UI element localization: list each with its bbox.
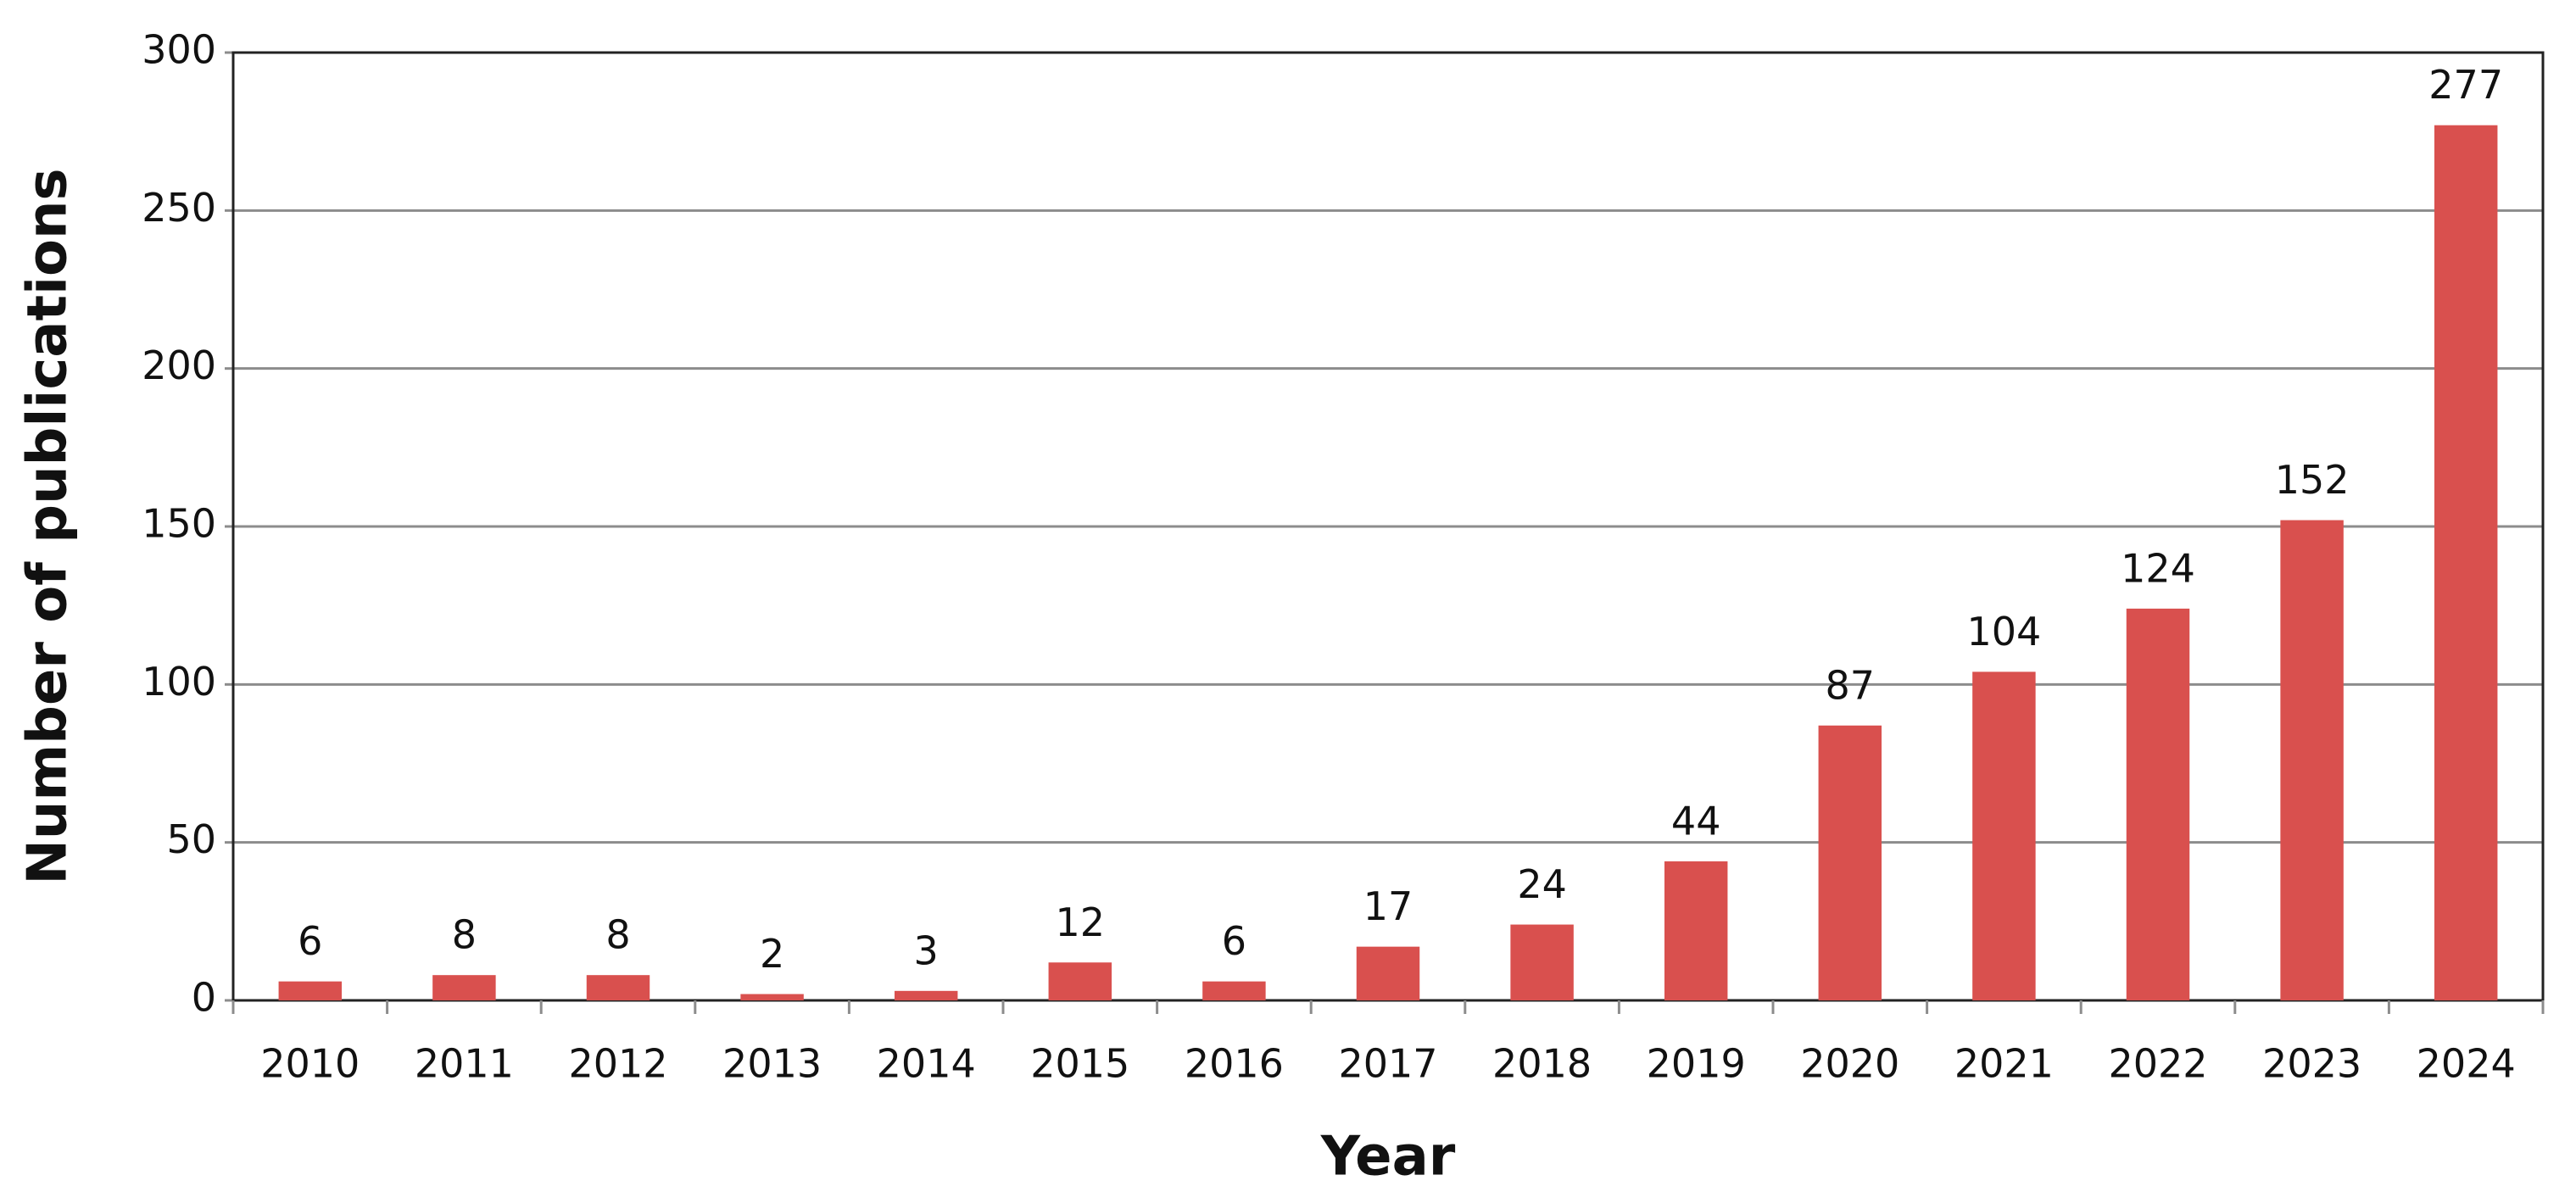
bar xyxy=(432,975,496,1000)
data-label: 87 xyxy=(1826,662,1876,708)
x-tick-label: 2024 xyxy=(2417,1041,2516,1087)
x-tick-label: 2013 xyxy=(722,1041,822,1087)
x-axis-title: Year xyxy=(1320,1126,1456,1189)
bar xyxy=(1510,924,1574,1000)
x-tick-label: 2010 xyxy=(260,1041,360,1087)
bar xyxy=(1356,946,1420,1000)
data-label: 3 xyxy=(914,927,939,973)
bar xyxy=(2126,608,2190,1000)
bar xyxy=(2434,125,2498,1000)
x-tick-label: 2019 xyxy=(1647,1041,1746,1087)
data-label: 2 xyxy=(760,931,784,977)
y-tick-label: 200 xyxy=(142,343,216,388)
x-tick-label: 2020 xyxy=(1800,1041,1899,1087)
data-label: 8 xyxy=(605,912,630,958)
bar xyxy=(1664,861,1728,1000)
data-label: 6 xyxy=(298,918,322,964)
x-tick-label: 2018 xyxy=(1492,1041,1592,1087)
x-tick-label: 2015 xyxy=(1030,1041,1129,1087)
bar xyxy=(1818,725,1882,1000)
x-tick-label: 2016 xyxy=(1185,1041,1284,1087)
y-axis-title: Number of publications xyxy=(17,168,80,884)
bar xyxy=(1972,671,2036,1000)
y-tick-label: 0 xyxy=(192,975,216,1021)
data-label: 24 xyxy=(1517,861,1567,907)
y-tick-label: 250 xyxy=(142,185,216,231)
data-label: 277 xyxy=(2428,62,2503,108)
data-label: 152 xyxy=(2275,457,2350,503)
data-label: 12 xyxy=(1056,899,1106,945)
x-tick-label: 2014 xyxy=(877,1041,976,1087)
bar xyxy=(2280,520,2344,1000)
bar xyxy=(1048,962,1112,1000)
x-tick-label: 2021 xyxy=(1954,1041,2054,1087)
y-tick-label: 150 xyxy=(142,501,216,547)
x-tick-label: 2012 xyxy=(568,1041,667,1087)
x-tick-label: 2023 xyxy=(2262,1041,2361,1087)
x-tick-label: 2022 xyxy=(2108,1041,2207,1087)
bar xyxy=(740,994,804,1000)
data-label: 124 xyxy=(2121,545,2195,591)
data-label: 104 xyxy=(1966,609,2041,654)
bar xyxy=(1202,981,1266,1000)
data-label: 8 xyxy=(452,912,477,958)
bar xyxy=(586,975,650,1000)
bar xyxy=(278,981,343,1000)
data-label: 6 xyxy=(1222,918,1246,964)
y-tick-label: 300 xyxy=(142,27,216,73)
data-label: 17 xyxy=(1363,883,1413,929)
y-tick-label: 100 xyxy=(142,659,216,705)
y-tick-label: 50 xyxy=(166,816,216,862)
bar xyxy=(894,990,958,1000)
x-tick-label: 2017 xyxy=(1338,1041,1437,1087)
data-label: 44 xyxy=(1671,799,1721,844)
x-tick-label: 2011 xyxy=(415,1041,514,1087)
